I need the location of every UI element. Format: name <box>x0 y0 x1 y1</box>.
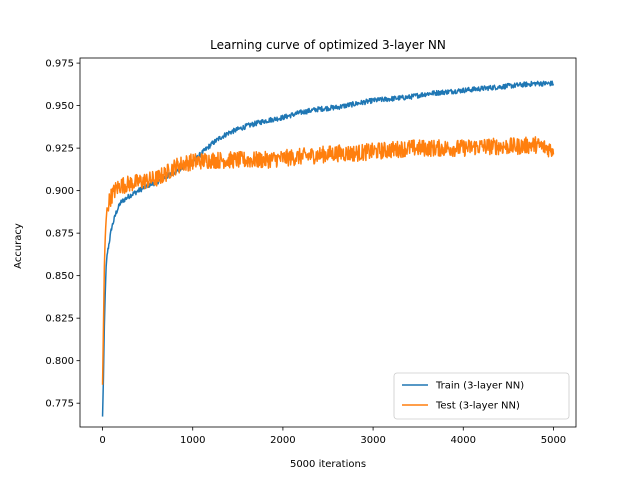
x-tick-label: 1000 <box>180 435 205 446</box>
x-axis-label: 5000 iterations <box>290 459 366 470</box>
y-tick-label: 0.925 <box>45 144 74 155</box>
y-tick-label: 0.950 <box>45 101 74 112</box>
chart-title: Learning curve of optimized 3-layer NN <box>210 38 446 52</box>
legend-box <box>393 372 570 420</box>
y-tick-label: 0.875 <box>45 229 74 240</box>
x-tick-label: 2000 <box>270 435 295 446</box>
y-tick-label: 0.800 <box>45 356 74 367</box>
y-tick-label: 0.900 <box>45 186 74 197</box>
legend-label-test: Test (3-layer NN) <box>435 401 520 412</box>
x-tick-label: 4000 <box>451 435 476 446</box>
legend: Train (3-layer NN) Test (3-layer NN) <box>393 372 570 420</box>
series-line-train <box>101 80 555 417</box>
x-tick-label: 5000 <box>541 435 566 446</box>
axes: 0 1000 2000 3000 4000 5000 0.775 0.800 0.825 0.85… <box>45 57 577 446</box>
plot-frame <box>79 57 577 428</box>
y-tick-label: 0.825 <box>45 314 74 325</box>
y-axis-label: Accuracy <box>13 223 24 269</box>
x-tick-label: 0 <box>99 435 105 446</box>
y-tick-label: 0.775 <box>45 399 74 410</box>
plot-area <box>101 80 555 417</box>
y-tick-label: 0.975 <box>45 59 74 70</box>
y-tick-label: 0.850 <box>45 271 74 282</box>
legend-label-train: Train (3-layer NN) <box>435 381 524 392</box>
series-line-test <box>101 136 555 385</box>
x-tick-label: 3000 <box>360 435 385 446</box>
